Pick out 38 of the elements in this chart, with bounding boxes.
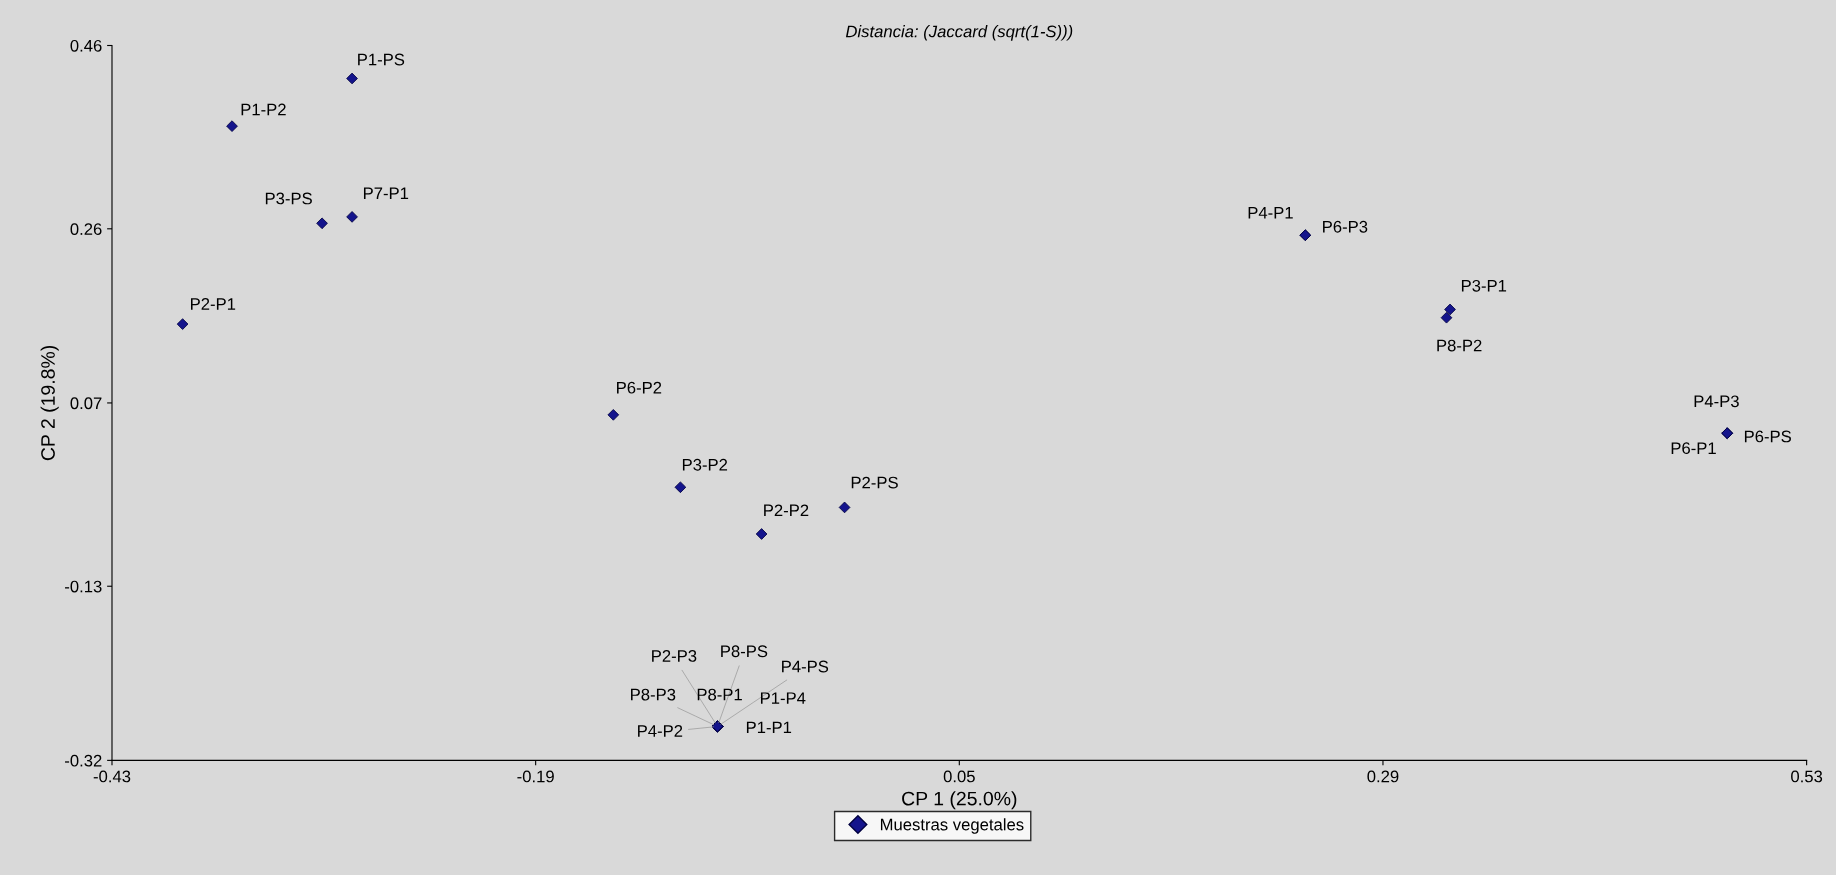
annotation: P8-P3 bbox=[631, 688, 676, 701]
annotation: P2-P3 bbox=[652, 650, 697, 662]
annotation: P4-P1 bbox=[1248, 206, 1293, 219]
y-tick-label: 0.26 bbox=[70, 223, 102, 235]
y-tick-label: 0.07 bbox=[70, 397, 102, 410]
annotation: P8-PS bbox=[721, 645, 768, 658]
annotation: P6-P2 bbox=[617, 381, 662, 394]
annotation: P1-P1 bbox=[746, 721, 792, 734]
annotation: P6-PS bbox=[1744, 430, 1791, 443]
annotation: P4-P2 bbox=[638, 724, 683, 737]
annotation: P7-P1 bbox=[363, 187, 409, 199]
annotation: P2-P1 bbox=[191, 298, 236, 310]
y-tick-label: 0.46 bbox=[70, 39, 102, 52]
annotation: P1-PS bbox=[358, 53, 405, 66]
legend-label: Muestras vegetales bbox=[880, 818, 1024, 834]
annotation: P8-P1 bbox=[697, 688, 742, 701]
x-axis-title: CP 1 (25.0%) bbox=[902, 791, 1017, 810]
x-tick-label: -0.19 bbox=[517, 770, 554, 783]
annotation: P6-P3 bbox=[1323, 220, 1368, 233]
annotation: P4-P3 bbox=[1694, 395, 1739, 408]
x-tick-label: -0.43 bbox=[93, 770, 131, 783]
annotation: P6-P1 bbox=[1671, 442, 1716, 455]
annotation: P2-PS bbox=[851, 476, 898, 489]
annotation: P4-PS bbox=[782, 660, 829, 673]
x-tick-label: 0.29 bbox=[1367, 770, 1399, 783]
y-axis-title: CP 2 (19.8%) bbox=[40, 345, 59, 461]
y-tick-label: -0.13 bbox=[65, 580, 102, 593]
annotation: P1-P2 bbox=[241, 103, 286, 116]
annotation: P2-P2 bbox=[764, 504, 809, 517]
annotation: P3-P1 bbox=[1461, 279, 1507, 292]
y-tick-label: -0.32 bbox=[65, 754, 102, 767]
x-tick-label: 0.53 bbox=[1791, 770, 1823, 783]
annotation: P8-P2 bbox=[1437, 339, 1482, 352]
annotation: P3-PS bbox=[265, 192, 312, 205]
chart-title: Distancia: (Jaccard (sqrt(1-S))) bbox=[845, 25, 1073, 41]
x-tick-label: 0.05 bbox=[943, 770, 975, 783]
annotation: P1-P4 bbox=[760, 692, 806, 704]
annotation: P3-P2 bbox=[682, 458, 728, 471]
